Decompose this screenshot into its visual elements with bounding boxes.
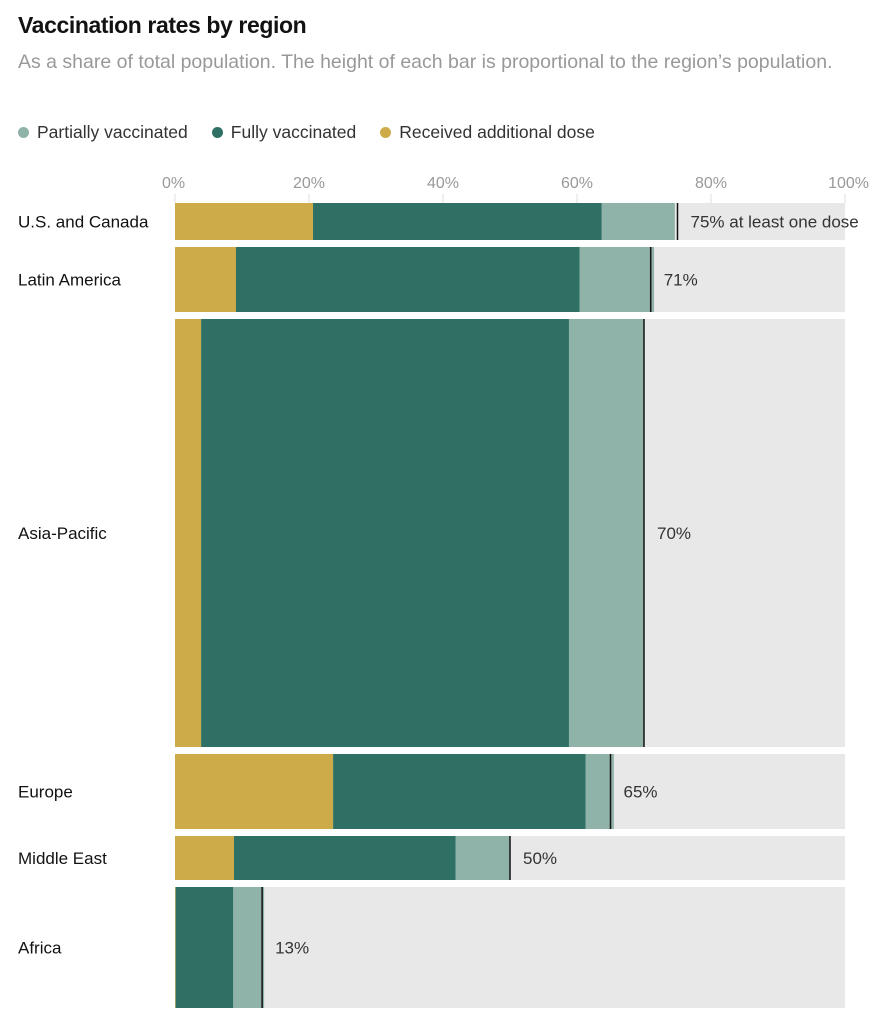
bar-segment [175,887,234,1008]
x-tick-label: 40% [427,175,459,192]
legend: Partially vaccinated Fully vaccinated Re… [18,122,595,143]
region-label: Latin America [18,271,122,290]
region-label: Asia-Pacific [18,524,107,543]
legend-item-fully-vaccinated: Fully vaccinated [211,122,357,143]
bar-segment [579,247,655,312]
legend-item-additional-dose: Received additional dose [380,122,595,143]
bar-segment [233,887,265,1008]
value-label: 71% [664,271,698,290]
value-label: 65% [624,783,658,802]
value-label: 50% [523,849,557,868]
region-label: U.S. and Canada [18,213,149,232]
bar-segment [585,754,614,829]
x-tick-label: 60% [561,175,593,192]
bar-segment [568,319,644,747]
bar-segment [175,203,314,240]
bar-segment [233,836,456,880]
region-label: Africa [18,939,62,958]
bar-segment [175,319,202,747]
chart-subtitle: As a share of total population. The heig… [18,51,833,73]
bar-segment [333,754,586,829]
bar-segment [235,247,580,312]
bar-segment [175,836,234,880]
legend-swatch-partially-vaccinated [18,127,29,138]
region-label: Europe [18,783,73,802]
bar-segment [601,203,675,240]
legend-label: Received additional dose [399,122,595,142]
legend-item-partially-vaccinated: Partially vaccinated [18,122,188,143]
legend-label: Fully vaccinated [230,122,357,142]
bar-segment [175,754,334,829]
legend-swatch-fully-vaccinated [211,127,223,138]
bar-segment [455,836,510,880]
chart-title: Vaccination rates by region [18,12,307,38]
bar-segment [175,247,236,312]
x-tick-label: 80% [695,175,727,192]
bar-segment [175,887,176,1008]
value-label: 75% at least one dose [691,213,859,232]
value-label: 13% [275,939,309,958]
x-tick-label: 0% [162,175,185,192]
region-label: Middle East [18,849,107,868]
legend-swatch-additional-dose [380,127,392,138]
bar-background [175,887,845,1008]
value-label: 70% [657,524,691,543]
legend-label: Partially vaccinated [37,122,188,142]
x-tick-label: 100% [828,175,869,192]
bar-segment [201,319,569,747]
bar-segment [313,203,602,240]
x-tick-label: 20% [293,175,325,192]
